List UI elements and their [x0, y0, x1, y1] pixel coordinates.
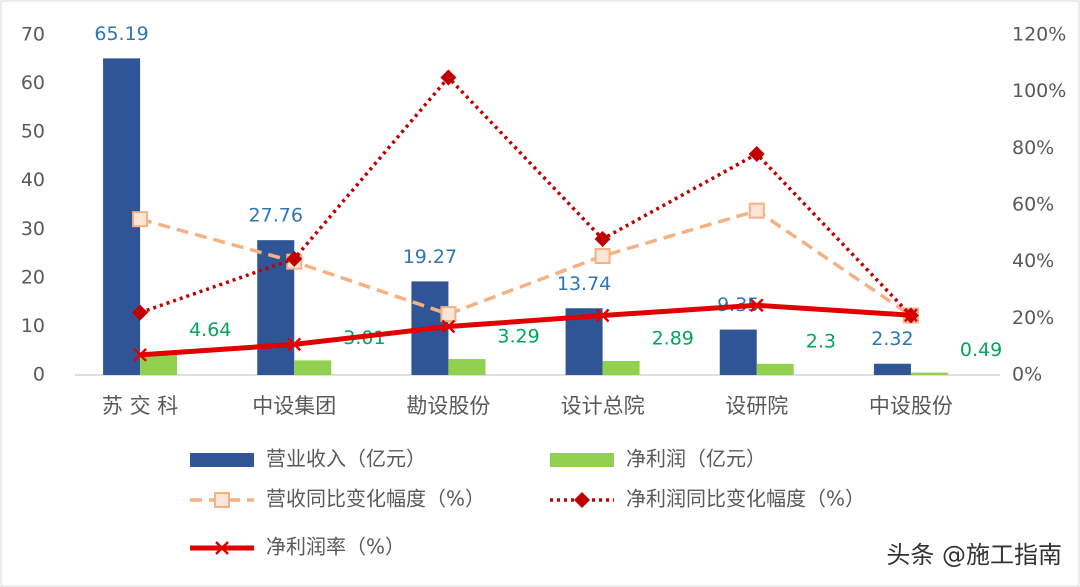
y-tick-label: 40 [21, 169, 45, 191]
watermark: 头条 @施工指南 [886, 541, 1062, 569]
point [132, 211, 149, 228]
bar [448, 359, 486, 375]
legend-label: 净利润（亿元） [626, 447, 766, 471]
point [594, 231, 611, 247]
bar [910, 372, 948, 375]
y2-tick-label: 80% [1012, 137, 1054, 159]
value-label: 0.49 [960, 339, 1002, 361]
value-label: 2.3 [806, 330, 836, 352]
point [594, 248, 611, 264]
x-tick-label: 苏 交 科 [102, 394, 178, 418]
line [139, 302, 912, 358]
legend-label: 营业收入（亿元） [266, 447, 426, 471]
x-tick-label: 设计总院 [561, 394, 645, 418]
y-tick-label: 20 [21, 266, 45, 288]
legend-label: 净利润同比变化幅度（%） [626, 487, 865, 511]
y2-tick-label: 0% [1012, 364, 1042, 386]
point [904, 308, 918, 323]
x-tick-label: 中设股份 [869, 394, 953, 418]
line [139, 208, 912, 317]
point [595, 308, 610, 323]
value-label: 2.89 [652, 327, 694, 349]
bar [294, 360, 332, 375]
line [139, 74, 913, 317]
y-tick-label: 70 [21, 24, 45, 46]
y2-tick-label: 60% [1012, 194, 1054, 216]
y-tick-label: 30 [21, 218, 45, 240]
point [749, 298, 764, 313]
legend-swatch [190, 453, 254, 467]
y-tick-label: 10 [21, 315, 45, 337]
point [748, 202, 765, 219]
legend-label: 营收同比变化幅度（%） [266, 487, 485, 511]
x-tick-label: 设研院 [725, 394, 788, 418]
legend-label: 净利润率（%） [266, 535, 405, 559]
y2-tick-label: 40% [1012, 250, 1054, 272]
value-label: 65.19 [94, 23, 148, 45]
y2-tick-label: 100% [1012, 80, 1066, 102]
point [287, 337, 302, 352]
point [440, 306, 457, 323]
legend-marker [214, 492, 230, 508]
bar [719, 329, 757, 375]
point [133, 347, 147, 362]
value-label: 19.27 [403, 246, 457, 268]
y-tick-label: 50 [21, 121, 45, 143]
y-tick-label: 0 [33, 364, 45, 386]
value-label: 13.74 [557, 273, 611, 295]
value-label: 2.32 [871, 328, 913, 350]
value-label: 3.29 [497, 326, 539, 348]
legend-swatch [550, 453, 614, 467]
bar [602, 360, 640, 375]
x-tick-label: 勘设股份 [406, 394, 490, 418]
point [286, 250, 303, 267]
point [132, 304, 149, 321]
point [441, 319, 456, 334]
y2-tick-label: 120% [1012, 24, 1066, 46]
y2-tick-label: 20% [1012, 307, 1054, 329]
value-label: 27.76 [249, 205, 303, 227]
x-tick-label: 中设集团 [252, 394, 336, 418]
point [748, 146, 765, 162]
value-label: 4.64 [189, 319, 231, 341]
bar [140, 352, 178, 375]
legend-marker [574, 492, 590, 508]
y-tick-label: 60 [21, 72, 45, 94]
bar [873, 363, 911, 375]
legend-marker [215, 541, 229, 555]
point [440, 69, 457, 86]
bar [756, 363, 794, 375]
